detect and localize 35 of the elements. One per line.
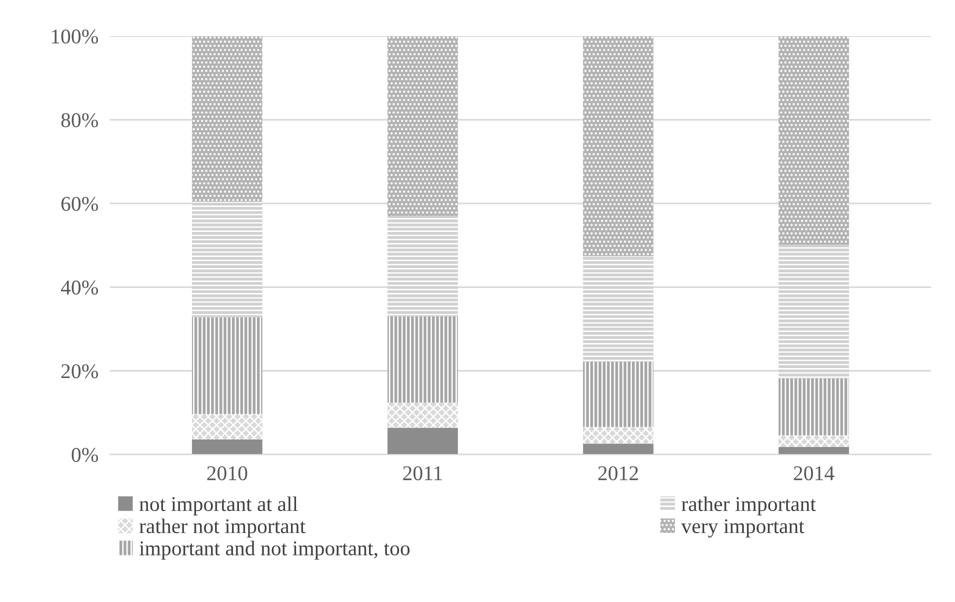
x-tick-label: 2014: [794, 466, 834, 480]
bar: [388, 428, 458, 455]
y-tick-label: 60%: [61, 196, 98, 211]
bar: [778, 244, 849, 378]
bar: [388, 316, 458, 403]
x-tick-label: 2012: [598, 466, 638, 480]
legend-label: rather not important: [139, 518, 306, 538]
legend-label: important and not important, too: [139, 540, 410, 560]
bar: [778, 378, 849, 436]
bar: [192, 202, 262, 318]
legend-label: rather important: [682, 496, 816, 516]
legend-label: very important: [681, 519, 804, 538]
y-tick-label: 100%: [52, 29, 98, 44]
bar: [778, 36, 849, 244]
legend-label: not important at all: [139, 496, 298, 516]
y-tick-label: 0%: [72, 448, 98, 462]
x-tick-label: 2011: [403, 466, 442, 480]
bar: [778, 435, 849, 447]
bar: [583, 362, 654, 427]
y-tick-label: 20%: [61, 364, 98, 378]
bar: [192, 36, 262, 202]
bar: [192, 414, 262, 440]
bar: [583, 426, 654, 444]
bar: [583, 36, 654, 256]
y-tick-label: 80%: [61, 113, 98, 128]
bar: [778, 446, 849, 455]
bar: [388, 36, 458, 216]
bar: [583, 444, 654, 455]
y-tick-label: 40%: [60, 280, 98, 295]
x-tick-label: 2010: [207, 466, 248, 480]
bar: [388, 216, 458, 316]
bar: [192, 439, 262, 455]
bar: [192, 317, 262, 414]
bar: [388, 402, 458, 428]
bar: [583, 256, 654, 362]
